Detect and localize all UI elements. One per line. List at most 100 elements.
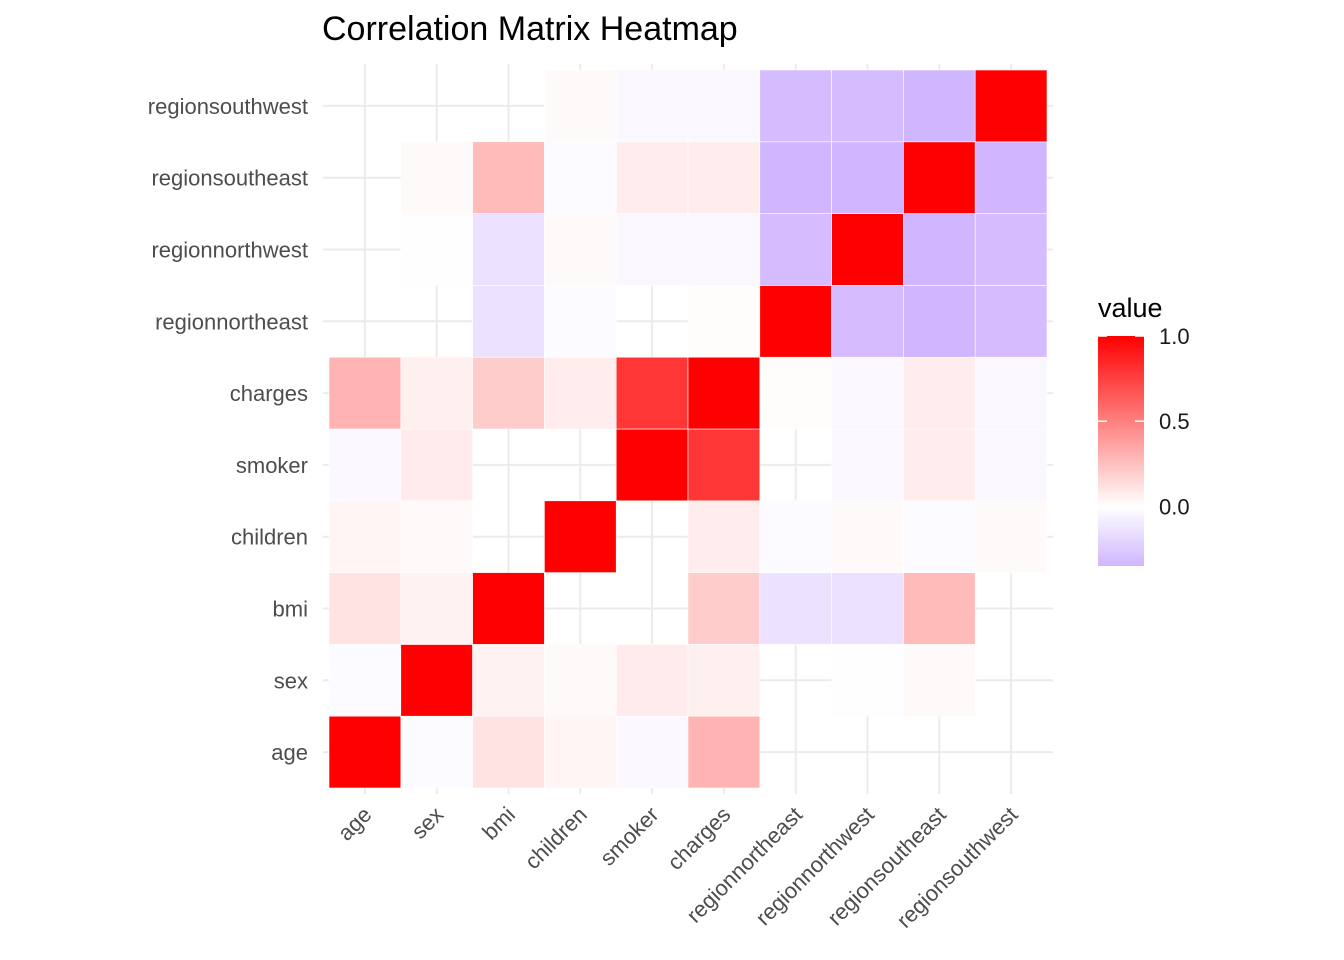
y-tick-label-bmi: bmi <box>273 597 308 622</box>
heatmap-cell-charges-smoker <box>615 356 689 430</box>
heatmap-cell-smoker-regionnorthwest <box>831 428 904 502</box>
heatmap-cell-age-sex <box>400 715 473 789</box>
heatmap-cell-regionsouthwest-regionnorthwest <box>831 69 904 143</box>
heatmap-cell-sex-children <box>544 644 617 717</box>
heatmap-cell-regionnorthwest-smoker <box>615 213 689 286</box>
heatmap-cell-regionsouthwest-charges <box>687 69 761 143</box>
heatmap-cell-regionnorthwest-regionnortheast <box>759 213 832 286</box>
x-tick-label-bmi: bmi <box>477 802 520 845</box>
y-tick-label-children: children <box>231 525 308 550</box>
y-axis-tick-labels: age sex bmi children smoker charges regionnort… <box>148 94 308 765</box>
heatmap-cell-sex-regionsoutheast <box>903 644 976 717</box>
y-tick-label-charges: charges <box>230 381 308 406</box>
y-tick-label-sex: sex <box>274 668 308 693</box>
heatmap-cell-age-smoker <box>615 715 689 789</box>
heatmap-cell-regionsoutheast-regionsouthwest <box>974 141 1048 214</box>
heatmap-cell-bmi-regionnorthwest <box>831 572 904 645</box>
heatmap-cell-bmi-bmi <box>472 572 545 645</box>
heatmap-cell-regionnortheast-regionnortheast <box>759 285 832 358</box>
heatmap-cell-children-sex <box>400 500 473 573</box>
heatmap-cell-regionsoutheast-regionnorthwest <box>831 141 904 214</box>
heatmap-cell-sex-regionnorthwest <box>831 644 904 717</box>
y-tick-label-regionnortheast: regionnortheast <box>155 309 308 334</box>
heatmap-cell-regionsouthwest-regionsoutheast <box>903 69 976 143</box>
heatmap-cell-charges-regionnortheast <box>759 356 832 430</box>
heatmap-cell-regionsoutheast-smoker <box>615 141 689 214</box>
heatmap-cell-children-regionnorthwest <box>831 500 904 573</box>
heatmap-cell-regionnorthwest-regionnorthwest <box>831 213 904 286</box>
x-tick-label-smoker: smoker <box>595 802 664 871</box>
x-tick-label-sex: sex <box>406 802 448 844</box>
y-tick-label-regionnorthwest: regionnorthwest <box>151 238 308 263</box>
heatmap-cell-bmi-age <box>328 572 402 645</box>
heatmap-cell-regionsoutheast-bmi <box>472 141 545 214</box>
y-tick-label-regionsoutheast: regionsoutheast <box>151 166 308 191</box>
y-tick-label-regionsouthwest: regionsouthwest <box>148 94 308 119</box>
heatmap-cell-regionnorthwest-regionsouthwest <box>974 213 1048 286</box>
heatmap-cell-charges-age <box>328 356 402 430</box>
heatmap-cell-children-age <box>328 500 402 573</box>
heatmap-cell-sex-smoker <box>615 644 689 717</box>
heatmap-cell-regionnorthwest-charges <box>687 213 761 286</box>
heatmap-cell-sex-bmi <box>472 644 545 717</box>
heatmap-cell-children-children <box>544 500 617 573</box>
heatmap-cell-smoker-regionsouthwest <box>974 428 1048 502</box>
heatmap-cell-children-charges <box>687 500 761 573</box>
heatmap-cell-regionsoutheast-children <box>544 141 617 214</box>
heatmap-cell-charges-regionnorthwest <box>831 356 904 430</box>
heatmap-cell-regionnorthwest-regionsoutheast <box>903 213 976 286</box>
heatmap-cell-regionnortheast-bmi <box>472 285 545 358</box>
heatmap-cell-children-regionnortheast <box>759 500 832 573</box>
x-tick-label-age: age <box>333 802 377 846</box>
heatmap-cell-regionsoutheast-regionnortheast <box>759 141 832 214</box>
heatmap-cell-children-regionsouthwest <box>974 500 1048 573</box>
heatmap-cell-regionsoutheast-sex <box>400 141 473 214</box>
heatmap-cell-age-age <box>328 715 402 789</box>
heatmap-cell-regionsoutheast-regionsoutheast <box>903 141 976 214</box>
legend-tick-label: 1.0 <box>1159 324 1190 349</box>
legend-ticks: 1.0 0.5 0.0 <box>1098 324 1190 519</box>
x-axis-tick-labels: age sex bmi children smokerchargesregionnort… <box>333 802 1023 933</box>
heatmap-cell-regionsouthwest-regionnortheast <box>759 69 832 143</box>
heatmap-cell-age-charges <box>687 715 761 789</box>
heatmap-cell-bmi-sex <box>400 572 473 645</box>
heatmap-cell-regionnortheast-regionnorthwest <box>831 285 904 358</box>
legend-color-bar <box>1098 336 1144 566</box>
heatmap-cell-regionnorthwest-children <box>544 213 617 286</box>
heatmap-cell-regionnortheast-regionsouthwest <box>974 285 1048 358</box>
heatmap-cell-regionnorthwest-bmi <box>472 213 545 286</box>
heatmap-cell-smoker-smoker <box>615 428 689 502</box>
heatmap-cell-charges-bmi <box>472 356 545 430</box>
legend-tick-label: 0.0 <box>1159 494 1190 519</box>
heatmap-cell-bmi-charges <box>687 572 761 645</box>
heatmap-cell-age-bmi <box>472 715 545 789</box>
heatmap-cell-bmi-regionsoutheast <box>903 572 976 645</box>
heatmap-cell-sex-age <box>328 644 402 717</box>
x-tick-label-children: children <box>520 802 592 874</box>
y-tick-label-age: age <box>271 740 308 765</box>
heatmap-cell-charges-regionsoutheast <box>903 356 976 430</box>
heatmap-cell-regionnortheast-charges <box>687 285 761 358</box>
heatmap-cell-regionsouthwest-smoker <box>615 69 689 143</box>
heatmap-cell-charges-regionsouthwest <box>974 356 1048 430</box>
heatmap-cell-regionnorthwest-sex <box>400 213 473 286</box>
heatmap-cell-age-children <box>544 715 617 789</box>
heatmap-cell-sex-sex <box>400 644 473 717</box>
heatmap-cell-regionsouthwest-regionsouthwest <box>974 69 1048 143</box>
heatmap-cell-children-regionsoutheast <box>903 500 976 573</box>
legend-title: value <box>1098 293 1163 323</box>
chart-title: Correlation Matrix Heatmap <box>322 10 738 48</box>
heatmap-cell-smoker-charges <box>687 428 761 502</box>
heatmap-cell-regionnortheast-regionsoutheast <box>903 285 976 358</box>
x-tick-label-charges: charges <box>662 802 735 875</box>
y-tick-label-smoker: smoker <box>236 453 308 478</box>
heatmap-cell-charges-children <box>544 356 617 430</box>
heatmap-cell-regionsoutheast-charges <box>687 141 761 214</box>
heatmap-cell-regionnortheast-children <box>544 285 617 358</box>
color-legend: value 1.0 0.5 0.0 <box>1098 293 1190 566</box>
heatmap-cell-charges-charges <box>687 356 761 430</box>
heatmap-cells <box>328 69 1048 789</box>
x-tick-label-regionsouthwest: regionsouthwest <box>892 802 1023 933</box>
heatmap-cell-smoker-regionsoutheast <box>903 428 976 502</box>
